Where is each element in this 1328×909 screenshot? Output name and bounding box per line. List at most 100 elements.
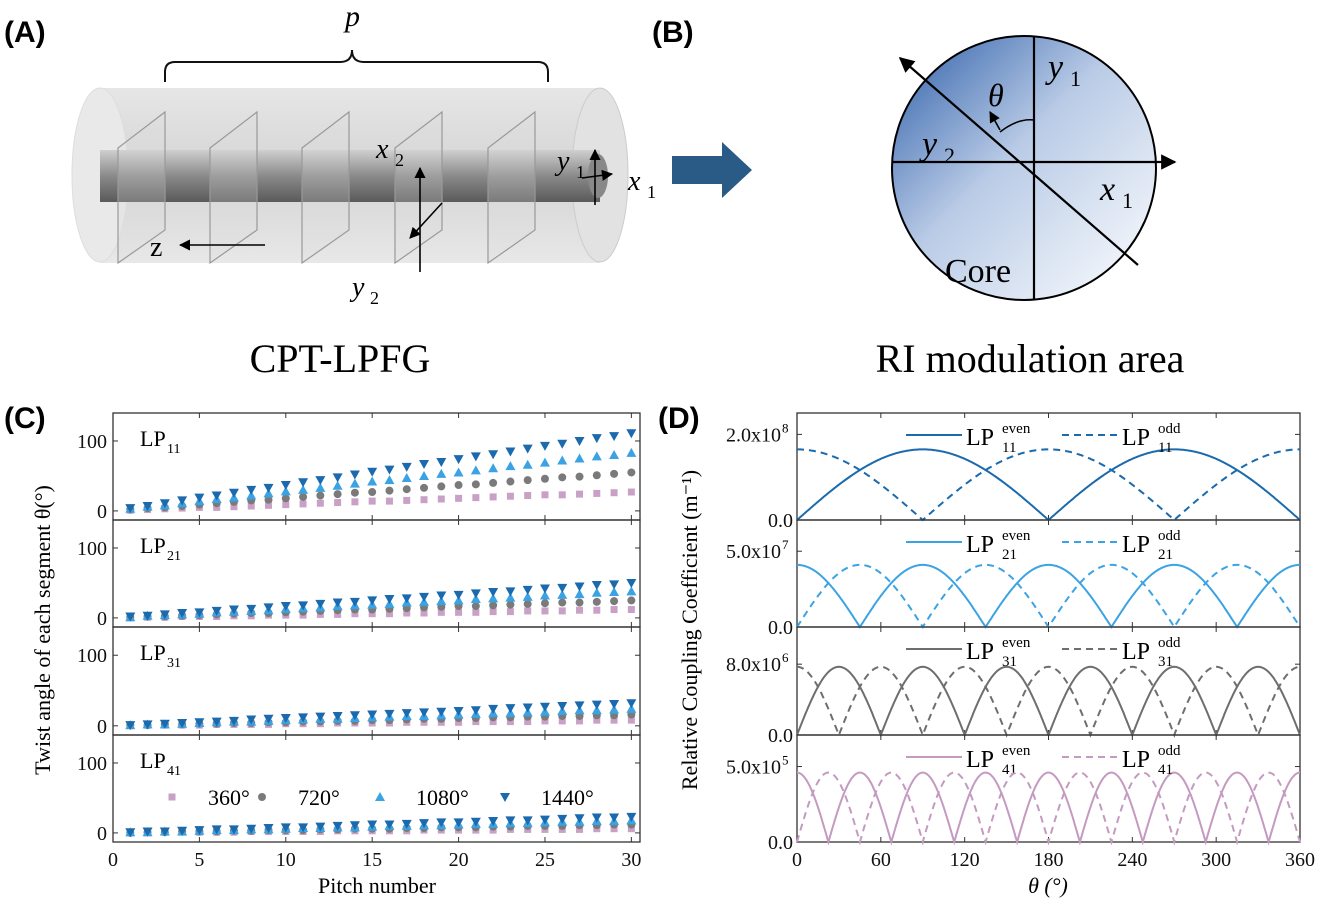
subplot-frame [112,412,641,521]
data-point [385,486,394,495]
data-point [524,718,532,726]
data-point [228,605,239,615]
data-point [541,717,549,725]
y2-label: y [919,126,938,163]
panel-d-xlabel: θ (°) [1028,873,1068,898]
data-point [454,481,463,490]
data-point [403,609,411,617]
data-point [350,488,359,497]
data-point [298,601,309,611]
data-point [575,472,584,481]
x-tick-label: 120 [950,849,980,871]
data-point [558,717,566,725]
data-point [401,709,412,719]
data-point [263,603,274,613]
data-point [470,452,481,462]
data-point [436,596,447,606]
data-point [576,717,584,725]
legend-sub: 21 [1002,547,1017,563]
data-point [489,478,498,487]
data-point [489,718,497,726]
data-point [385,610,393,618]
y-tick-label: 0.0 [768,832,793,854]
data-point [419,470,430,480]
y-tick-exponent: 7 [782,537,789,552]
data-point [280,481,291,491]
curve-odd-31 [796,665,1301,738]
data-point [489,608,497,616]
data-point [557,589,568,599]
data-point [539,815,550,825]
curve-even-31 [796,665,1301,738]
y-tick-label: 8.0x10 [726,654,781,676]
data-point [539,584,550,594]
legend-label: LP [1122,425,1150,451]
data-point [522,703,533,713]
data-point [470,465,481,475]
y2-sub: 2 [944,143,955,168]
data-point [420,496,428,504]
data-point [263,714,274,724]
x-tick-label: 5 [194,849,204,871]
data-point [299,500,307,508]
data-point [246,485,257,495]
data-point [593,489,601,497]
data-point [402,485,411,494]
data-point [280,486,291,496]
mode-label: LP [140,640,166,665]
data-point [540,474,549,483]
y2-sub: 2 [370,288,379,308]
fiber-core [100,150,608,202]
x-tick-label: 0 [108,849,118,871]
data-point [593,606,601,614]
mode-sub: 11 [167,442,180,457]
data-point [419,460,430,470]
data-point [401,462,412,472]
data-point [472,494,480,502]
data-point [453,455,464,465]
data-point [505,447,516,457]
y-tick-exponent: 5 [782,753,789,768]
y-tick-label: 0 [97,608,107,630]
data-point [523,476,532,485]
legend-marker [168,793,176,801]
y1-sub: 1 [576,162,585,182]
data-point [576,825,584,833]
data-point [401,819,412,829]
data-point [159,499,170,509]
theta-label: θ [988,77,1004,113]
data-point [246,490,257,500]
data-point [558,598,567,607]
data-point [316,499,324,507]
data-point [591,581,602,591]
data-point [591,451,602,461]
y-tick-exponent: 8 [782,420,789,435]
data-point [591,705,602,715]
legend-sup: even [1002,421,1031,437]
legend-label: 1080° [416,785,469,810]
y-tick-label: 100 [77,538,107,560]
panel-d-label: (D) [658,402,700,435]
data-point [488,463,499,473]
data-point [246,604,257,614]
panel-c-ylabel: Twist angle of each segment θ(°) [30,485,55,775]
x1-label: x [1099,171,1115,208]
data-point [142,720,153,730]
data-point [298,484,309,494]
x-tick-label: 15 [362,849,382,871]
data-point [627,716,635,724]
x2-sub: 2 [395,150,404,170]
data-point [575,598,584,607]
data-point [125,721,136,731]
data-point [367,467,378,477]
data-point [315,476,326,486]
data-point [384,475,395,485]
panel-b: (B) θ y 1 y 2 x 1 Core RI modulation are… [652,16,1185,381]
transition-arrow [672,142,752,198]
data-point [419,708,430,718]
data-point [522,816,533,826]
y-tick-label: 5.0x10 [726,757,781,779]
data-point [385,497,393,505]
data-point [211,606,222,616]
y-tick-label: 0.0 [768,725,793,747]
